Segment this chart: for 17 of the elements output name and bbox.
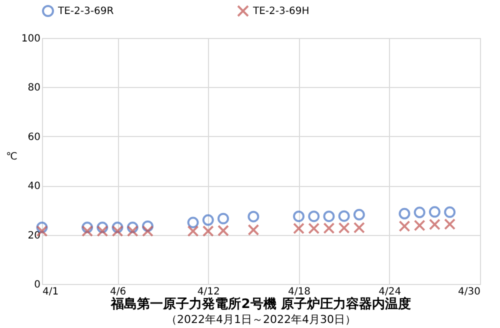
x-tick-label: 4/18	[288, 286, 310, 298]
text: （2022年4月1日～2022年4月30日）	[166, 313, 356, 326]
y-axis-title: ℃	[6, 152, 18, 162]
y-tick-label: 0	[34, 280, 40, 290]
y-tick-label: 20	[28, 230, 40, 242]
y-tick-label: 80	[28, 82, 40, 94]
x-tick-label: 4/1	[42, 286, 59, 298]
y-tick-label: 100	[21, 34, 40, 44]
y-tick-label: 60	[28, 132, 40, 143]
legend-label: TE-2-3-69R	[57, 6, 114, 17]
text: 福島第一原子力発電所2号機 原子炉圧力容器内温度	[110, 296, 411, 312]
legend-label: TE-2-3-69H	[252, 6, 310, 17]
x-tick-label: 4/6	[110, 286, 126, 298]
x-tick-label: 4/30	[458, 286, 480, 298]
x-tick-label: 4/24	[378, 286, 402, 298]
y-tick-label: 40	[28, 181, 40, 192]
x-tick-label: 4/12	[197, 286, 220, 298]
